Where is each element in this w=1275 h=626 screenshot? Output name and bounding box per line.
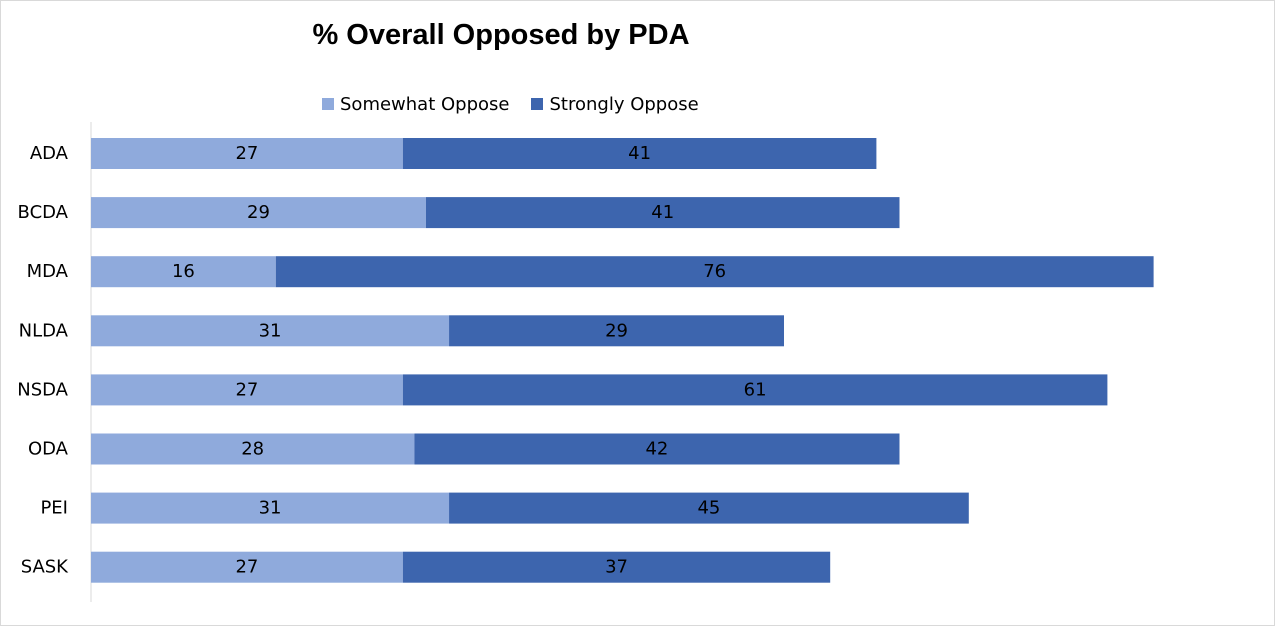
bar-sask-somewhat-oppose: [91, 551, 403, 583]
legend-item-somewhat-oppose: Somewhat Oppose: [322, 94, 509, 115]
bar-nlda-somewhat-oppose: [91, 315, 450, 347]
bar-pei-somewhat-oppose: [91, 492, 450, 524]
data-label-sask-somewhat-oppose: 27: [235, 557, 258, 578]
chart-title: % Overall Opposed by PDA: [312, 19, 690, 51]
data-label-ada-strongly-oppose: 41: [628, 143, 651, 164]
category-label-mda: MDA: [27, 261, 69, 282]
bar-oda-strongly-oppose: [414, 433, 900, 465]
category-label-ada: ADA: [30, 143, 69, 164]
data-label-sask-strongly-oppose: 37: [605, 557, 628, 578]
data-label-nlda-strongly-oppose: 29: [605, 320, 628, 341]
data-label-oda-strongly-oppose: 42: [645, 439, 668, 460]
bar-sask-strongly-oppose: [402, 551, 831, 583]
legend-label-strongly-oppose: Strongly Oppose: [549, 93, 699, 115]
category-label-oda: ODA: [28, 439, 69, 460]
data-label-bcda-somewhat-oppose: 29: [247, 202, 270, 223]
data-label-pei-somewhat-oppose: 31: [259, 498, 282, 519]
bar-bcda-strongly-oppose: [425, 197, 900, 229]
category-label-nsda: NSDA: [17, 379, 68, 400]
legend: Somewhat Oppose Strongly Oppose: [322, 92, 721, 116]
category-label-nlda: NLDA: [19, 320, 69, 341]
bar-nlda-strongly-oppose: [449, 315, 784, 347]
bar-ada-strongly-oppose: [402, 138, 877, 169]
bar-mda-strongly-oppose: [275, 256, 1154, 288]
bar-oda-somewhat-oppose: [91, 433, 415, 465]
bar-mda-somewhat-oppose: [91, 256, 276, 288]
category-label-pei: PEI: [40, 498, 68, 519]
bar-ada-somewhat-oppose: [91, 138, 403, 169]
legend-swatch-somewhat-oppose: [322, 98, 334, 110]
category-label-sask: SASK: [21, 557, 69, 578]
legend-item-strongly-oppose: Strongly Oppose: [531, 93, 699, 115]
data-label-mda-somewhat-oppose: 16: [172, 261, 195, 282]
data-label-bcda-strongly-oppose: 41: [651, 202, 674, 223]
bar-bcda-somewhat-oppose: [91, 197, 426, 229]
data-label-pei-strongly-oppose: 45: [697, 498, 720, 519]
data-label-nsda-strongly-oppose: 61: [744, 379, 767, 400]
data-label-oda-somewhat-oppose: 28: [241, 439, 264, 460]
legend-label-somewhat-oppose: Somewhat Oppose: [340, 93, 510, 115]
bar-pei-strongly-oppose: [449, 492, 969, 524]
data-label-nlda-somewhat-oppose: 31: [259, 320, 282, 341]
bar-nsda-strongly-oppose: [402, 374, 1108, 406]
legend-swatch-strongly-oppose: [531, 98, 544, 110]
category-label-bcda: BCDA: [18, 202, 69, 223]
bar-nsda-somewhat-oppose: [91, 374, 403, 406]
data-label-mda-strongly-oppose: 76: [703, 261, 726, 282]
data-label-nsda-somewhat-oppose: 27: [235, 379, 258, 400]
data-label-ada-somewhat-oppose: 27: [235, 143, 258, 164]
